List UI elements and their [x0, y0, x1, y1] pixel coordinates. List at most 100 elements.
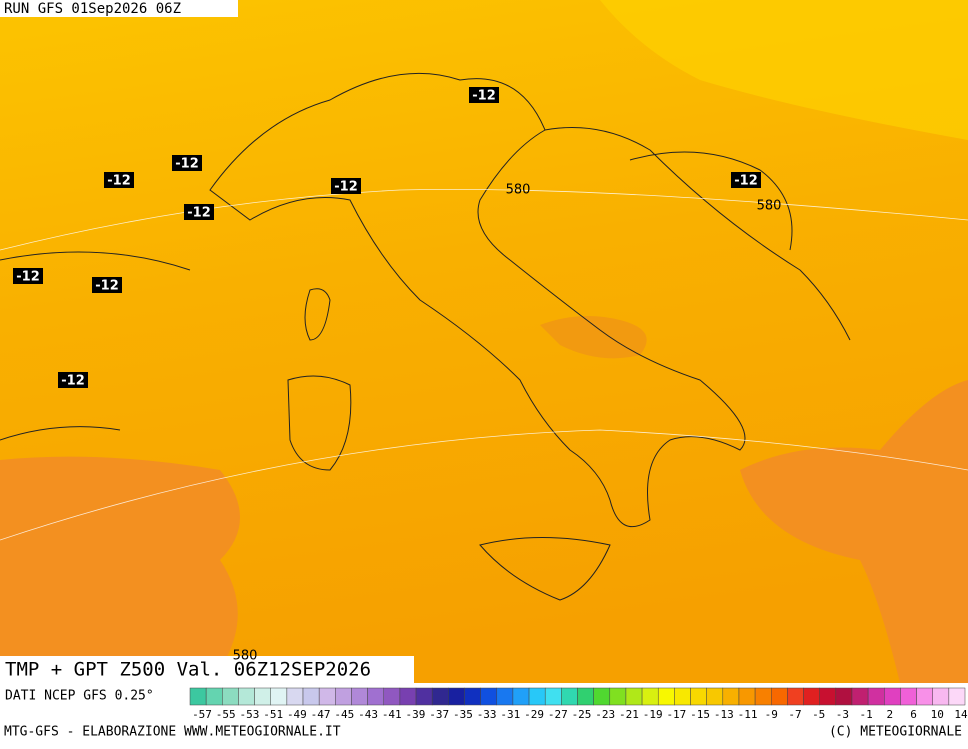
scale-swatch — [238, 687, 255, 706]
scale-label: -5 — [812, 708, 825, 721]
temp-label: -12 — [107, 174, 131, 189]
scale-label: -37 — [429, 708, 449, 721]
height-label: 580 — [233, 649, 258, 664]
scale-label: -49 — [287, 708, 307, 721]
scale-label: -39 — [406, 708, 426, 721]
scale-label: 2 — [887, 708, 894, 721]
scale-swatch — [771, 687, 788, 706]
scale-swatch — [544, 687, 562, 706]
scale-label: -51 — [263, 708, 283, 721]
scale-swatch — [722, 687, 740, 706]
temp-label-box — [104, 172, 134, 188]
scale-label: -13 — [714, 708, 734, 721]
scale-label: -1 — [860, 708, 873, 721]
caption-box — [0, 656, 414, 683]
scale-label: -33 — [477, 708, 497, 721]
scale-label: -21 — [619, 708, 639, 721]
scale-swatch — [367, 687, 384, 706]
scale-swatch — [351, 687, 368, 706]
scale-swatch — [286, 687, 304, 706]
temp-label-box — [58, 372, 88, 388]
temp-label: -12 — [95, 279, 119, 294]
scale-label: -25 — [572, 708, 592, 721]
scale-swatch — [706, 687, 724, 706]
scale-swatch — [674, 687, 691, 706]
scale-swatch — [528, 687, 546, 706]
scale-label: -11 — [738, 708, 758, 721]
scale-swatch — [335, 687, 352, 706]
temp-label: -12 — [61, 374, 85, 389]
scale-swatch — [464, 687, 481, 706]
scale-label: -7 — [788, 708, 801, 721]
scale-swatch — [609, 687, 627, 706]
temp-label-box — [731, 172, 761, 188]
scale-label: 6 — [910, 708, 917, 721]
scale-swatch — [819, 687, 837, 706]
temp-label: -12 — [472, 89, 496, 104]
scale-label: -55 — [216, 708, 236, 721]
temp-label: -12 — [187, 206, 211, 221]
scale-swatch — [803, 687, 820, 706]
height-label: 580 — [506, 183, 531, 198]
scale-swatch — [189, 687, 207, 706]
temp-label-box — [331, 178, 361, 194]
footer-left: MTG-GFS - ELABORAZIONE WWW.METEOGIORNALE… — [4, 725, 341, 740]
footer-right: (C) METEOGIORNALE — [829, 725, 962, 740]
scale-swatch — [399, 687, 417, 706]
temp-label-box — [172, 155, 202, 171]
map — [0, 0, 968, 683]
scale-swatch — [867, 687, 885, 706]
scale-label: -35 — [453, 708, 473, 721]
run-label: RUN GFS 01Sep2026 06Z — [4, 1, 181, 17]
scale-swatch — [222, 687, 239, 706]
temp-label-box — [184, 204, 214, 220]
scale-label: -29 — [524, 708, 544, 721]
temp-label: -12 — [734, 174, 758, 189]
scale-swatch — [787, 687, 804, 706]
scale-swatch — [480, 687, 498, 706]
temp-label-box — [13, 268, 43, 284]
scale-swatch — [561, 687, 578, 706]
scale-label: 10 — [931, 708, 944, 721]
scale-label: -57 — [192, 708, 212, 721]
scale-label: -3 — [836, 708, 849, 721]
scale-swatch — [254, 687, 271, 706]
scale-swatch — [657, 687, 675, 706]
scale-swatch — [884, 687, 901, 706]
scale-label: -27 — [548, 708, 568, 721]
scale-swatch — [383, 687, 401, 706]
scale-label: -43 — [358, 708, 378, 721]
scale-swatch — [754, 687, 772, 706]
scale-label: -23 — [595, 708, 615, 721]
temp-label: -12 — [16, 270, 40, 285]
caption-title: TMP + GPT Z500 Val. 06Z12SEP2026 — [5, 659, 371, 681]
scale-swatch — [900, 687, 917, 706]
scale-label: -19 — [643, 708, 663, 721]
scale-swatch — [318, 687, 336, 706]
scale-swatch — [835, 687, 853, 706]
scale-label: -9 — [765, 708, 778, 721]
scale-swatch — [948, 687, 966, 706]
temp-label-box — [469, 87, 499, 103]
scale-swatch — [577, 687, 594, 706]
scale-swatch — [205, 687, 223, 706]
scale-swatch — [625, 687, 643, 706]
height-label: 580 — [757, 199, 782, 214]
scale-label: -31 — [500, 708, 520, 721]
scale-swatch — [738, 687, 756, 706]
scale-swatch — [916, 687, 933, 706]
scale-label: 14 — [954, 708, 968, 721]
scale-swatch — [302, 687, 320, 706]
scale-swatch — [512, 687, 530, 706]
source-label: DATI NCEP GFS 0.25° — [5, 689, 154, 704]
scale-label: -41 — [382, 708, 402, 721]
temp-label-box — [92, 277, 122, 293]
scale-swatch — [431, 687, 449, 706]
scale-label: -15 — [690, 708, 710, 721]
scale-swatch — [415, 687, 433, 706]
scale-swatch — [690, 687, 707, 706]
scale-swatch — [593, 687, 611, 706]
scale-label: -17 — [666, 708, 686, 721]
scale-swatch — [448, 687, 465, 706]
